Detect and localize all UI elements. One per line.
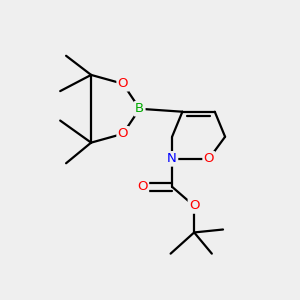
Text: O: O xyxy=(118,77,128,90)
Text: B: B xyxy=(135,102,144,115)
Text: O: O xyxy=(137,180,148,193)
Text: O: O xyxy=(189,200,200,212)
Text: N: N xyxy=(167,152,177,165)
Text: O: O xyxy=(204,152,214,165)
Text: O: O xyxy=(118,127,128,140)
